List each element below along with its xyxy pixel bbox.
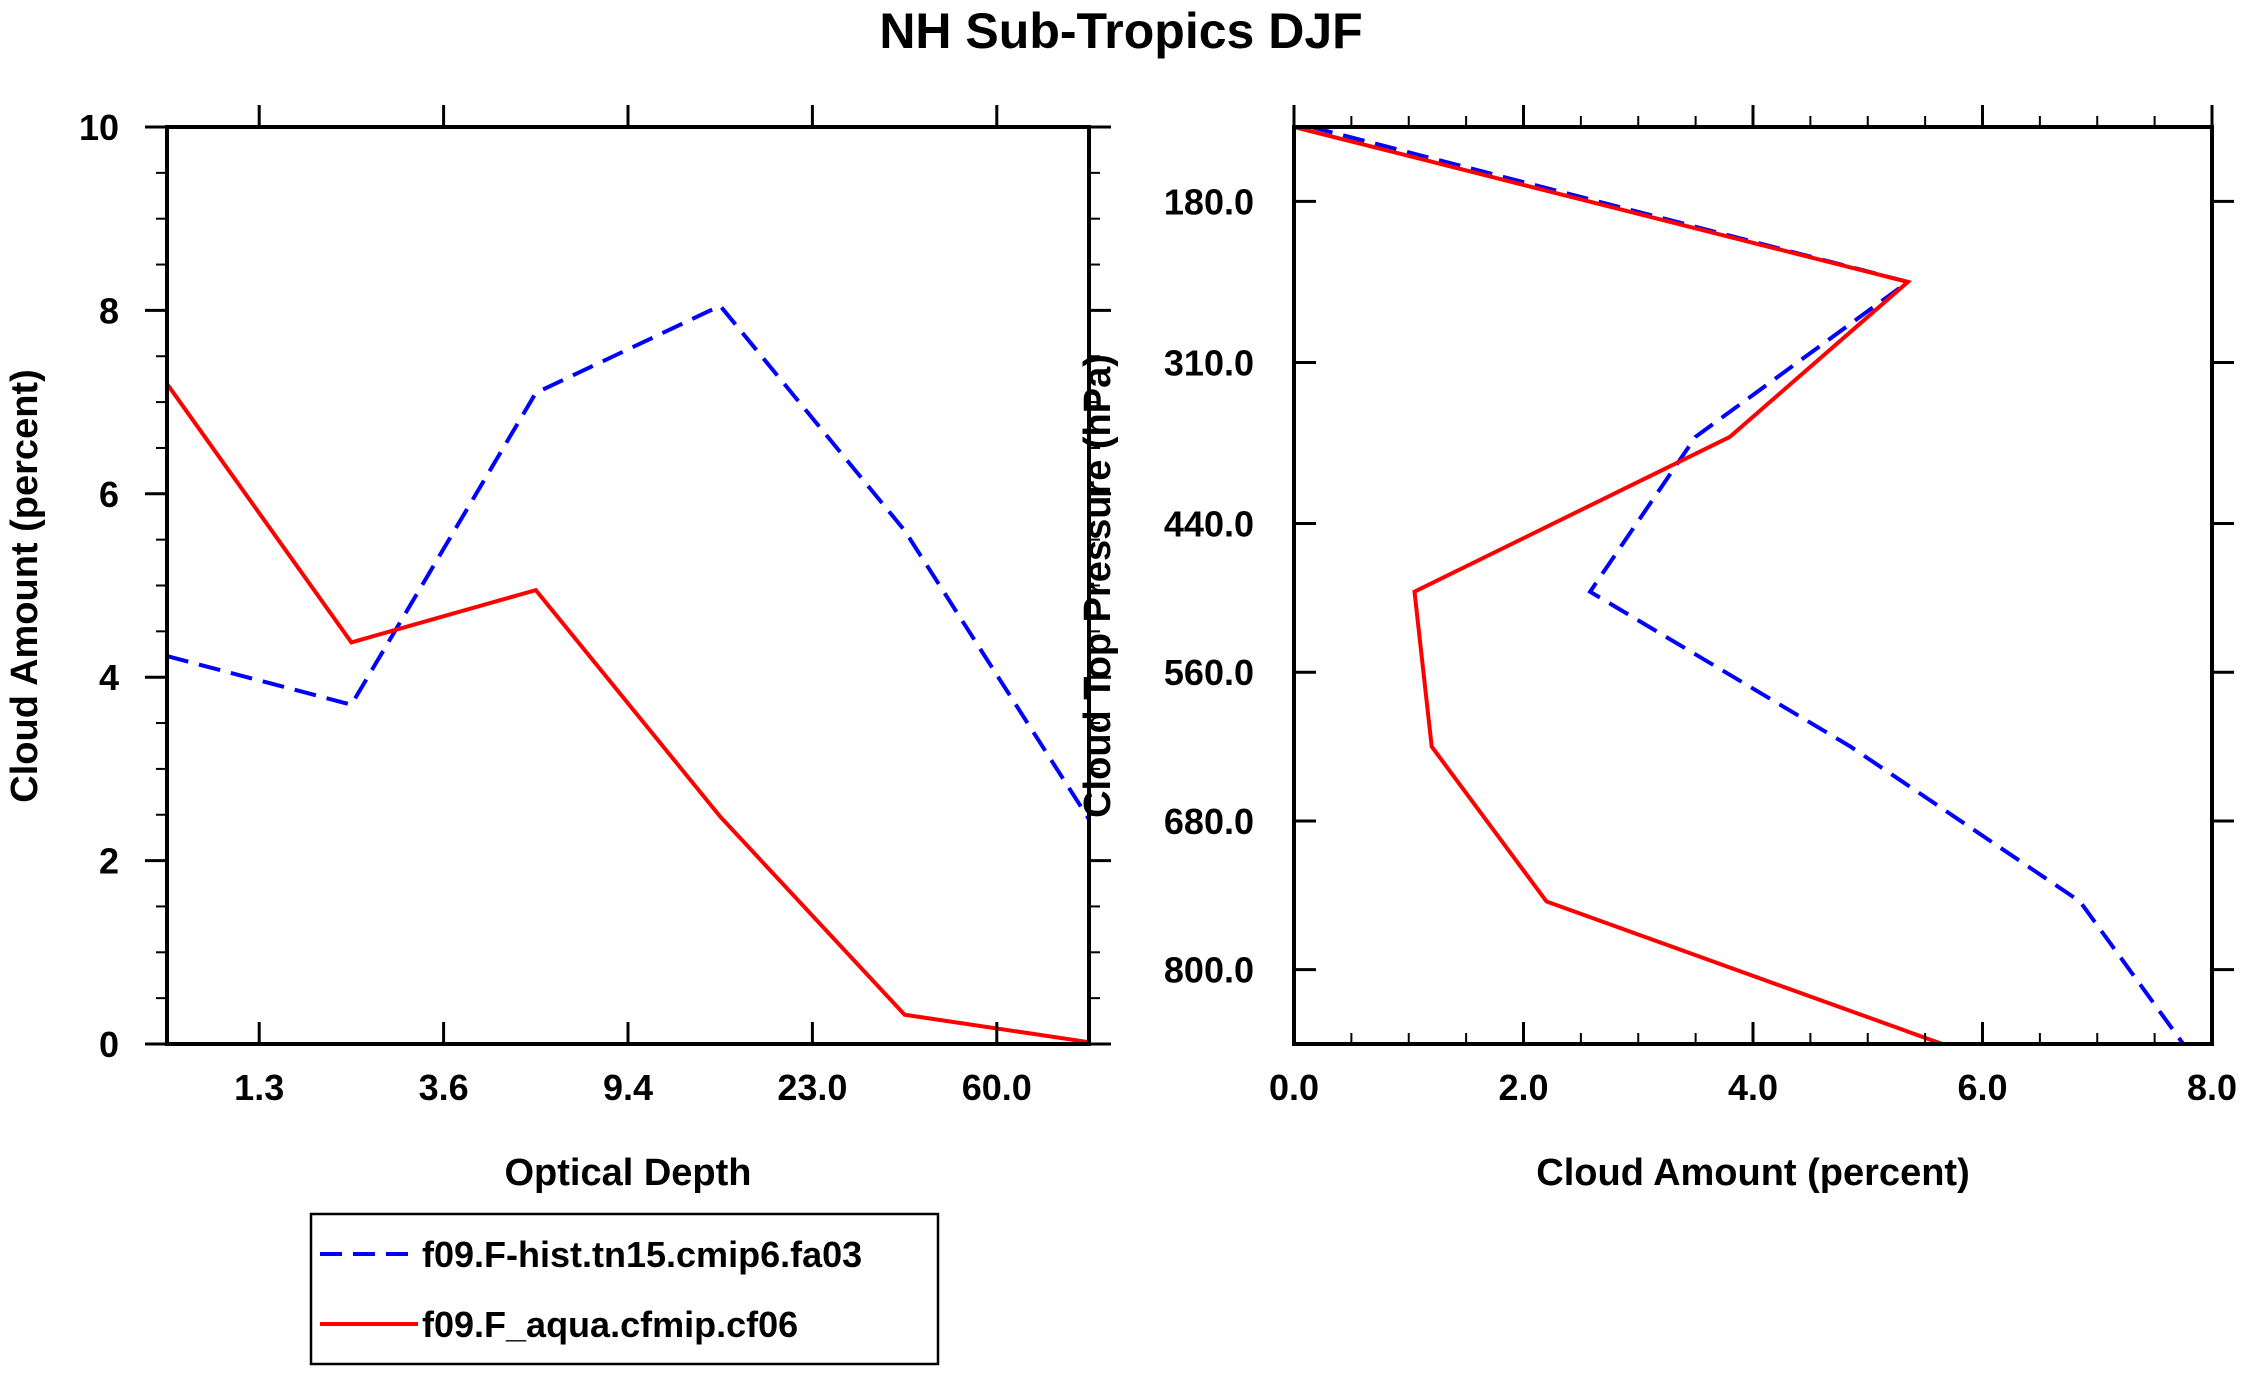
y-tick-label: 680.0	[1164, 801, 1254, 842]
y-tick-label: 440.0	[1164, 504, 1254, 545]
series-line-1	[166, 303, 1091, 821]
x-tick-label: 60.0	[962, 1067, 1032, 1108]
chart-title: NH Sub-Tropics DJF	[879, 3, 1362, 59]
legend-box	[309, 1212, 940, 1366]
x-tick-label: 6.0	[1957, 1067, 2007, 1108]
y-tick-label: 8	[99, 290, 119, 331]
y-axis-label: Cloud Amount (percent)	[4, 369, 46, 802]
legend: f09.F-hist.tn15.cmip6.fa03 f09.F_aqua.cf…	[309, 1212, 940, 1366]
plot-cloud-top-pressure: 0.0 2.0 4.0 6.0 8.0 180.0 310.0 440.0 560.0 680.0…	[1077, 105, 2237, 1194]
legend-label-series1: f09.F-hist.tn15.cmip6.fa03	[422, 1234, 862, 1275]
series-line-2	[165, 382, 1090, 1045]
plot-frame	[165, 125, 1091, 1046]
x-axis-label: Cloud Amount (percent)	[1536, 1152, 1969, 1194]
y-tick-label: 6	[99, 474, 119, 515]
x-tick-label: 1.3	[234, 1067, 284, 1108]
x-tick-label: 0.0	[1269, 1067, 1319, 1108]
legend-label-series2: f09.F_aqua.cfmip.cf06	[422, 1304, 798, 1345]
x-tick-label: 3.6	[419, 1067, 469, 1108]
x-tick-label: 9.4	[603, 1067, 653, 1108]
y-tick-label: 800.0	[1164, 950, 1254, 991]
y-tick-label: 10	[79, 107, 119, 148]
y-tick-label: 2	[99, 841, 119, 882]
y-tick-label: 0	[99, 1024, 119, 1065]
plot-frame	[1292, 125, 2214, 1046]
x-tick-label: 4.0	[1728, 1067, 1778, 1108]
x-tick-label: 8.0	[2187, 1067, 2237, 1108]
series-line-2	[1293, 125, 1943, 1046]
plot-optical-depth: 1.3 3.6 9.4 23.0 60.0 0 2 4 6 8 10 Optical Depth C…	[4, 105, 1111, 1194]
x-tick-label: 23.0	[777, 1067, 847, 1108]
x-tick-label: 2.0	[1498, 1067, 1548, 1108]
y-tick-label: 310.0	[1164, 342, 1254, 383]
y-axis-label: Cloud Top Pressure (hPa)	[1077, 354, 1119, 818]
series-line-1	[1310, 125, 2185, 1046]
y-tick-label: 560.0	[1164, 652, 1254, 693]
x-axis-label: Optical Depth	[504, 1152, 751, 1194]
y-tick-label: 4	[99, 657, 119, 698]
y-tick-label: 180.0	[1164, 181, 1254, 222]
